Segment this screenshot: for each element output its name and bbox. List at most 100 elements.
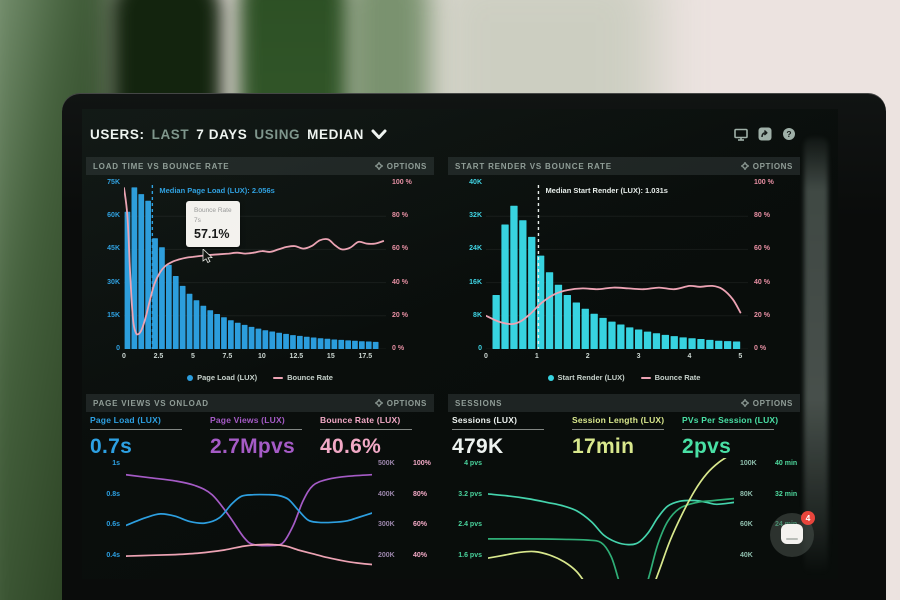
- chat-bubble-icon: [781, 524, 803, 544]
- y-axis-tick: 4 pvs: [464, 460, 482, 467]
- metric-value: 479K: [452, 435, 504, 458]
- legend-item: Start Render (LUX): [547, 373, 625, 382]
- y-axis-tick: 15K: [107, 311, 120, 319]
- histogram-bar: [338, 339, 345, 349]
- histogram-bar: [635, 329, 643, 349]
- series-line: [488, 458, 727, 579]
- y-axis-tick-pair: 200K 40%: [378, 552, 427, 559]
- histogram-bar: [352, 340, 358, 349]
- axis-tick: 60%: [413, 521, 428, 529]
- sessions-chart[interactable]: 4 pvs 3.2 pvs 2.4 pvs 1.6 pvs 100K 40 min 80K 3…: [448, 458, 800, 579]
- metric: Session Length (LUX) 17min: [572, 415, 682, 459]
- y-axis-tick: 0: [478, 345, 482, 352]
- histogram-bar: [303, 336, 310, 349]
- histogram-bar: [262, 330, 269, 349]
- y-axis-tick: 0 %: [392, 345, 405, 352]
- axis-tick: 100K: [740, 460, 757, 467]
- metric-value: 2pvs: [682, 435, 732, 458]
- cursor-pointer-icon: [202, 249, 213, 263]
- start-render-chart[interactable]: 40K 32K 24K 16K 8K 0 100 % 80 % 60 % 40 % 20 % 0 % 0…: [448, 175, 800, 389]
- y-axis-tick: 16K: [469, 278, 482, 286]
- options-button[interactable]: OPTIONS: [740, 398, 793, 408]
- axis-tick: 40K: [740, 552, 753, 560]
- histogram-bar: [590, 313, 598, 349]
- metric-value: 40.6%: [320, 435, 382, 458]
- y-axis-tick: 2.4 pvs: [458, 521, 482, 529]
- options-button[interactable]: OPTIONS: [740, 162, 793, 171]
- metric-label: Sessions (LUX): [452, 415, 518, 425]
- y-axis-tick: 30K: [107, 278, 120, 286]
- header-last-label: LAST: [151, 126, 190, 142]
- histogram-bar: [172, 276, 179, 349]
- display-icon[interactable]: [733, 127, 748, 141]
- metric-underline: [210, 429, 302, 430]
- panel-title-bar: LOAD TIME VS BOUNCE RATE OPTIONS: [86, 157, 434, 175]
- tooltip-series: Bounce Rate: [194, 207, 232, 214]
- axis-tick: 500K: [378, 460, 395, 467]
- legend-label: Bounce Rate: [654, 373, 701, 382]
- header-days-label: 7 DAYS: [196, 126, 248, 142]
- y-axis-tick: 32K: [469, 212, 482, 220]
- metric-underline: [682, 429, 774, 430]
- y-axis-tick: 0: [116, 345, 120, 352]
- date-range-selector[interactable]: USERS: LAST 7 DAYS USING MEDIAN: [90, 127, 387, 142]
- page-views-chart[interactable]: 1s 0.8s 0.6s 0.4s 500K 100% 400K 80% 300K 60% 200K…: [86, 458, 434, 579]
- tooltip-value: 57.1%: [194, 226, 230, 241]
- y-axis-tick: 1.6 pvs: [458, 552, 482, 560]
- metric-label: Session Length (LUX): [572, 415, 665, 425]
- gear-icon: [374, 162, 383, 170]
- metric: Sessions (LUX) 479K: [452, 415, 572, 459]
- panel-title-bar: SESSIONS OPTIONS: [448, 394, 800, 412]
- metric-value: 0.7s: [90, 435, 133, 458]
- chart-legend: Page Load (LUX) Bounce Rate: [86, 373, 434, 382]
- legend-line: [640, 376, 651, 379]
- metric: Bounce Rate (LUX) 40.6%: [320, 415, 430, 459]
- histogram-bar: [221, 317, 227, 349]
- legend-dot: [187, 374, 194, 381]
- axis-tick: 80%: [413, 490, 428, 498]
- dashboard-screen: USERS: LAST 7 DAYS USING MEDIAN ?: [82, 109, 838, 579]
- share-icon[interactable]: [757, 127, 772, 141]
- legend-label: Start Render (LUX): [557, 373, 625, 382]
- y-axis-tick: 0.4s: [106, 552, 120, 560]
- panel-start-render: START RENDER VS BOUNCE RATE OPTIONS 40K 3…: [448, 157, 800, 389]
- page-views-plot: [126, 473, 372, 566]
- metric-label: PVs Per Session (LUX): [682, 415, 779, 425]
- metric: Page Views (LUX) 2.7Mpvs: [210, 415, 320, 459]
- x-axis-tick: 4: [687, 353, 692, 360]
- histogram-bar: [359, 341, 365, 349]
- help-icon[interactable]: ?: [781, 127, 796, 141]
- chart-legend: Start Render (LUX) Bounce Rate: [448, 373, 800, 382]
- histogram-bar: [599, 317, 607, 349]
- panel-title-bar: START RENDER VS BOUNCE RATE OPTIONS: [448, 157, 800, 175]
- options-button[interactable]: OPTIONS: [374, 398, 427, 408]
- panel-title: PAGE VIEWS VS ONLOAD: [93, 398, 209, 408]
- histogram-bar: [145, 200, 151, 349]
- header-users-label: USERS:: [90, 126, 145, 142]
- x-axis-tick: 3: [636, 353, 641, 360]
- options-label: OPTIONS: [386, 398, 427, 408]
- load-time-chart[interactable]: 75K 60K 45K 30K 15K 0 100 % 80 % 60 % 40 % 20 % 0 %…: [86, 175, 434, 389]
- y-axis-tick: 45K: [107, 245, 120, 253]
- panel-title: START RENDER VS BOUNCE RATE: [455, 161, 612, 171]
- y-axis-tick-pair: 300K 60%: [378, 521, 427, 528]
- histogram-bar: [617, 324, 625, 349]
- tooltip-x-value: 7s: [194, 216, 201, 224]
- y-axis-tick: 40 %: [392, 278, 408, 286]
- y-axis-tick: 40 %: [754, 278, 770, 286]
- axis-tick: 300K: [378, 521, 395, 529]
- legend-item: Page Load (LUX): [187, 373, 257, 382]
- histogram-bar: [200, 305, 207, 349]
- histogram-bar: [724, 341, 732, 349]
- x-axis-tick: 15: [326, 353, 335, 360]
- axis-tick: 400K: [378, 490, 395, 498]
- gear-icon: [374, 399, 383, 407]
- y-axis-tick: 0.6s: [106, 521, 120, 529]
- chat-launcher-button[interactable]: 4: [770, 511, 815, 557]
- bounce-rate-line: [486, 284, 742, 326]
- options-label: OPTIONS: [752, 398, 793, 408]
- options-button[interactable]: OPTIONS: [374, 162, 427, 171]
- histogram-bar: [519, 220, 527, 349]
- histogram-bar: [331, 339, 338, 349]
- metric: Page Load (LUX) 0.7s: [90, 415, 210, 459]
